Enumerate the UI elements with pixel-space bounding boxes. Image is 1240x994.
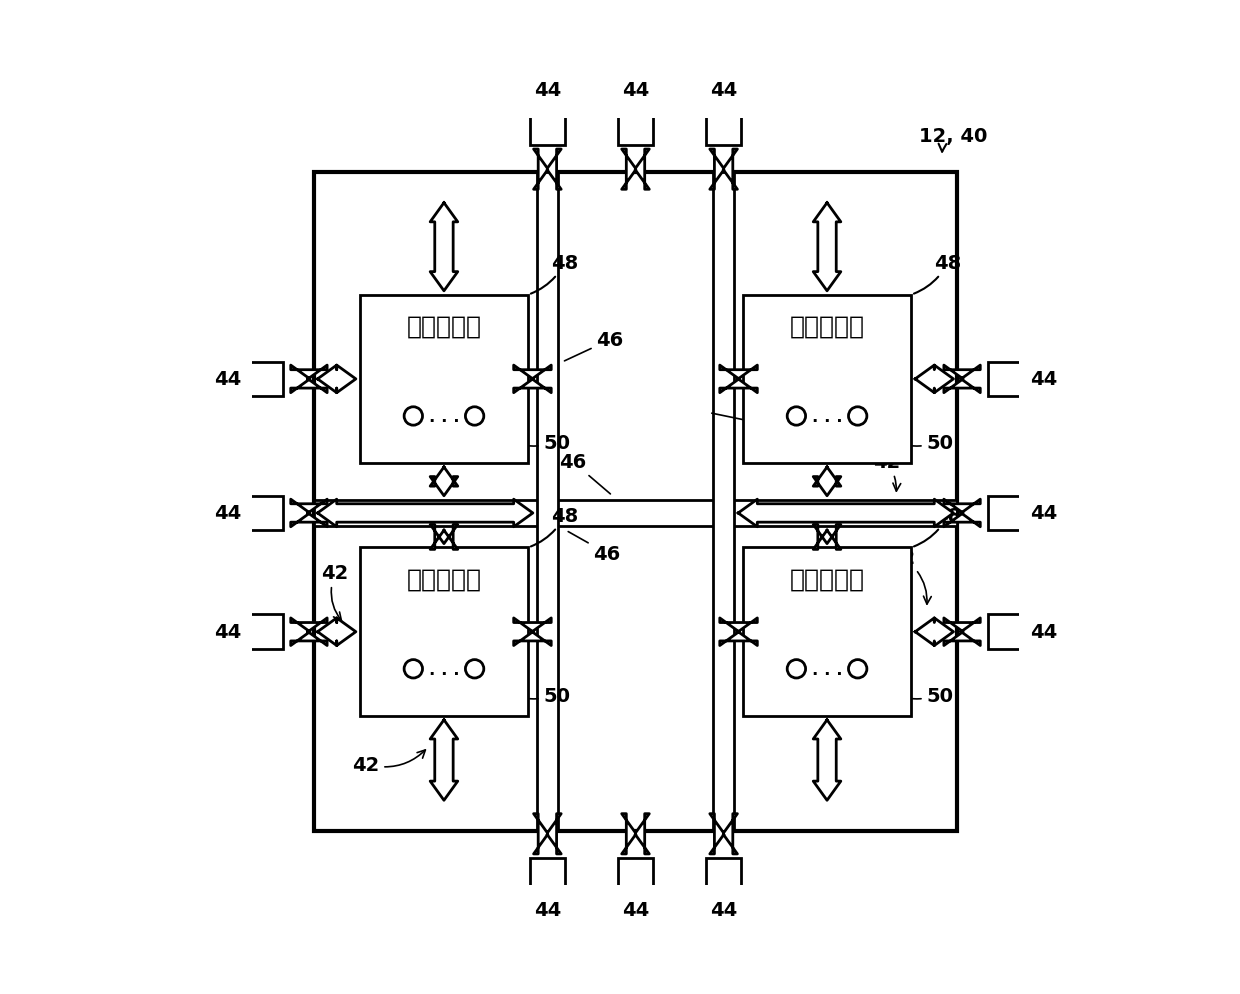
Bar bbox=[248, 615, 283, 649]
Text: 44: 44 bbox=[711, 900, 738, 918]
Text: 50: 50 bbox=[481, 420, 570, 452]
Text: 50: 50 bbox=[481, 673, 570, 705]
Text: 44: 44 bbox=[213, 504, 241, 523]
Polygon shape bbox=[944, 618, 981, 646]
Text: 可编程逻辑: 可编程逻辑 bbox=[790, 314, 864, 338]
Text: 44: 44 bbox=[533, 900, 560, 918]
Text: 42: 42 bbox=[873, 452, 900, 492]
Polygon shape bbox=[813, 525, 841, 550]
Polygon shape bbox=[944, 366, 981, 394]
Polygon shape bbox=[533, 814, 562, 854]
Circle shape bbox=[787, 660, 806, 678]
Bar bbox=[248, 496, 283, 531]
Polygon shape bbox=[317, 500, 533, 527]
Polygon shape bbox=[944, 500, 981, 527]
Text: 48: 48 bbox=[531, 506, 579, 547]
Text: . . .: . . . bbox=[812, 660, 842, 678]
Polygon shape bbox=[430, 525, 458, 550]
Text: . . .: . . . bbox=[429, 660, 459, 678]
Text: 44: 44 bbox=[1030, 370, 1058, 389]
Text: 48: 48 bbox=[531, 253, 579, 294]
Polygon shape bbox=[430, 204, 458, 291]
Text: 46: 46 bbox=[564, 331, 624, 362]
Bar bbox=[743, 295, 911, 463]
Bar bbox=[531, 111, 564, 146]
Bar bbox=[314, 500, 957, 527]
Bar bbox=[988, 615, 1023, 649]
Text: 50: 50 bbox=[864, 673, 954, 705]
Polygon shape bbox=[915, 618, 954, 646]
Bar bbox=[713, 173, 734, 831]
Polygon shape bbox=[813, 467, 841, 496]
Bar bbox=[531, 858, 564, 893]
Polygon shape bbox=[621, 814, 650, 854]
Polygon shape bbox=[290, 500, 327, 527]
Bar bbox=[743, 548, 911, 717]
Polygon shape bbox=[317, 618, 356, 646]
Polygon shape bbox=[719, 366, 758, 394]
Text: 44: 44 bbox=[711, 82, 738, 100]
Text: 可编程逻辑: 可编程逻辑 bbox=[790, 567, 864, 591]
Text: 42: 42 bbox=[321, 564, 348, 621]
Polygon shape bbox=[290, 366, 327, 394]
Bar bbox=[707, 858, 740, 893]
Circle shape bbox=[465, 660, 484, 678]
Text: 44: 44 bbox=[1030, 504, 1058, 523]
Polygon shape bbox=[719, 618, 758, 646]
Circle shape bbox=[848, 660, 867, 678]
Bar bbox=[360, 548, 528, 717]
Bar bbox=[360, 295, 528, 463]
Text: 46: 46 bbox=[559, 452, 610, 494]
Polygon shape bbox=[317, 366, 356, 394]
Circle shape bbox=[404, 408, 423, 425]
Polygon shape bbox=[709, 150, 738, 190]
Text: 42: 42 bbox=[888, 549, 931, 604]
Polygon shape bbox=[813, 720, 841, 800]
Text: 可编程逻辑: 可编程逻辑 bbox=[407, 314, 481, 338]
Polygon shape bbox=[813, 204, 841, 291]
Polygon shape bbox=[513, 618, 552, 646]
Polygon shape bbox=[738, 500, 954, 527]
Polygon shape bbox=[430, 467, 458, 496]
Text: 48: 48 bbox=[914, 253, 961, 294]
Text: 44: 44 bbox=[213, 370, 241, 389]
Bar bbox=[619, 858, 652, 893]
Bar bbox=[314, 173, 957, 831]
Text: 可编程逻辑: 可编程逻辑 bbox=[407, 567, 481, 591]
Text: 46: 46 bbox=[568, 532, 620, 564]
Text: 50: 50 bbox=[864, 420, 954, 452]
Circle shape bbox=[848, 408, 867, 425]
Text: 44: 44 bbox=[1030, 622, 1058, 641]
Text: 44: 44 bbox=[622, 82, 649, 100]
Text: 46: 46 bbox=[712, 414, 777, 434]
Polygon shape bbox=[621, 150, 650, 190]
Polygon shape bbox=[915, 366, 954, 394]
Bar bbox=[988, 496, 1023, 531]
Text: 44: 44 bbox=[622, 900, 649, 918]
Bar bbox=[537, 173, 558, 831]
Text: . . .: . . . bbox=[429, 408, 459, 425]
Circle shape bbox=[404, 660, 423, 678]
Bar bbox=[988, 362, 1023, 397]
Bar bbox=[248, 362, 283, 397]
Polygon shape bbox=[513, 366, 552, 394]
Polygon shape bbox=[290, 618, 327, 646]
Text: 44: 44 bbox=[533, 82, 560, 100]
Text: 12, 40: 12, 40 bbox=[919, 127, 987, 153]
Polygon shape bbox=[533, 150, 562, 190]
Polygon shape bbox=[709, 814, 738, 854]
Polygon shape bbox=[430, 720, 458, 800]
Bar bbox=[619, 111, 652, 146]
Text: 42: 42 bbox=[352, 750, 425, 774]
Bar bbox=[707, 111, 740, 146]
Text: 48: 48 bbox=[914, 506, 961, 547]
Circle shape bbox=[787, 408, 806, 425]
Text: . . .: . . . bbox=[812, 408, 842, 425]
Text: 44: 44 bbox=[213, 622, 241, 641]
Circle shape bbox=[465, 408, 484, 425]
